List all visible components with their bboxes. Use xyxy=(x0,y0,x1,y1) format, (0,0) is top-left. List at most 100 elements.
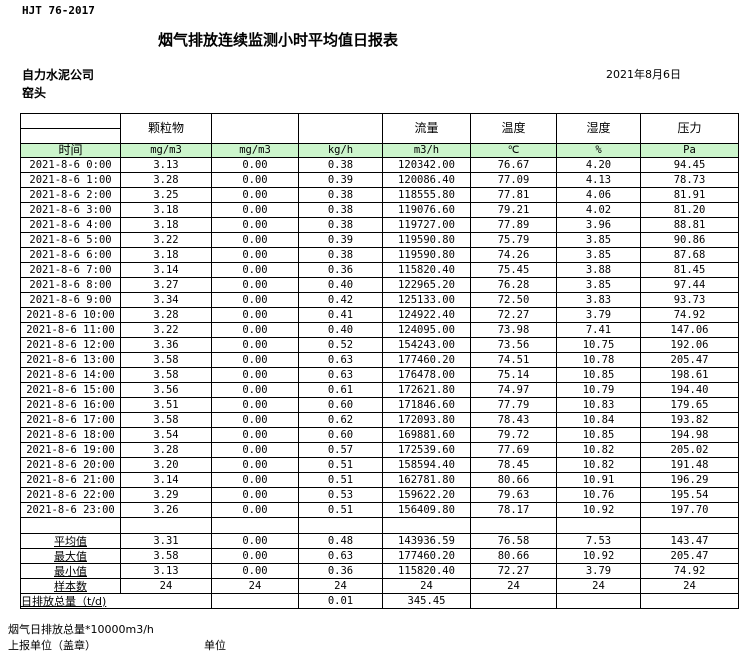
value-cell: 10.82 xyxy=(556,457,641,473)
value-cell: 0.38 xyxy=(298,187,383,203)
value-cell: 0.38 xyxy=(298,247,383,263)
empty-cell xyxy=(20,517,121,534)
table-row: 2021-8-6 3:00 3.18 0.00 0.38 119076.60 79.21 4… xyxy=(20,202,739,218)
table-row: 2021-8-6 6:00 3.18 0.00 0.38 119590.80 74.26 3… xyxy=(20,247,739,263)
unit-cell: m3/h xyxy=(382,143,471,158)
value-cell: 0.39 xyxy=(298,232,383,248)
value-cell: 3.36 xyxy=(120,337,212,353)
table-row: 2021-8-6 0:00 3.13 0.00 0.38 120342.00 76.67 4… xyxy=(20,157,739,173)
stat-value: 3.31 xyxy=(120,533,212,549)
value-cell: 0.00 xyxy=(211,337,299,353)
table-row: 2021-8-6 21:00 3.14 0.00 0.51 162781.80 80.66… xyxy=(20,472,739,488)
value-cell: 196.29 xyxy=(640,472,739,488)
value-cell: 3.58 xyxy=(120,412,212,428)
value-cell: 74.97 xyxy=(470,382,557,398)
unit-cell: ℃ xyxy=(470,143,557,158)
value-cell: 0.40 xyxy=(298,277,383,293)
value-cell: 0.41 xyxy=(298,307,383,323)
footer-note: 烟气日排放总量*10000m3/h xyxy=(8,623,154,636)
value-cell: 77.89 xyxy=(470,217,557,233)
value-cell: 0.00 xyxy=(211,427,299,443)
value-cell: 94.45 xyxy=(640,157,739,173)
value-cell: 78.43 xyxy=(470,412,557,428)
value-cell: 3.79 xyxy=(556,307,641,323)
stat-label: 平均值 xyxy=(20,533,121,549)
value-cell: 0.00 xyxy=(211,262,299,278)
value-cell: 3.29 xyxy=(120,487,212,503)
table-row: 2021-8-6 19:00 3.28 0.00 0.57 172539.60 77.69… xyxy=(20,442,739,458)
value-cell: 0.63 xyxy=(298,367,383,383)
stat-value: 24 xyxy=(382,578,471,594)
value-cell: 73.56 xyxy=(470,337,557,353)
stat-value: 177460.20 xyxy=(382,548,471,564)
table-row: 2021-8-6 12:00 3.36 0.00 0.52 154243.00 73.56… xyxy=(20,337,739,353)
value-cell: 4.02 xyxy=(556,202,641,218)
value-cell: 10.84 xyxy=(556,412,641,428)
time-cell: 2021-8-6 6:00 xyxy=(20,247,121,263)
value-cell: 193.82 xyxy=(640,412,739,428)
stat-value: 24 xyxy=(556,578,641,594)
value-cell: 125133.00 xyxy=(382,292,471,308)
value-cell: 0.00 xyxy=(211,442,299,458)
value-cell: 3.83 xyxy=(556,292,641,308)
value-cell: 81.45 xyxy=(640,262,739,278)
value-cell: 0.00 xyxy=(211,352,299,368)
unit-cell: mg/m3 xyxy=(211,143,299,158)
value-cell: 119590.80 xyxy=(382,247,471,263)
unit-cell: % xyxy=(556,143,641,158)
unit-cell: Pa xyxy=(640,143,739,158)
value-cell: 0.00 xyxy=(211,322,299,338)
stat-value: 115820.40 xyxy=(382,563,471,579)
value-cell: 78.45 xyxy=(470,457,557,473)
value-cell: 192.06 xyxy=(640,337,739,353)
total-mass: 0.01 xyxy=(298,593,383,609)
value-cell: 0.38 xyxy=(298,217,383,233)
empty-cell xyxy=(556,593,641,609)
stat-value: 0.63 xyxy=(298,548,383,564)
value-cell: 10.78 xyxy=(556,352,641,368)
units-row: 时间 mg/m3 mg/m3 kg/h m3/h ℃% Pa xyxy=(20,143,739,158)
stat-value: 24 xyxy=(298,578,383,594)
value-cell: 3.58 xyxy=(120,352,212,368)
value-cell: 79.21 xyxy=(470,202,557,218)
time-cell: 2021-8-6 8:00 xyxy=(20,277,121,293)
table-row: 2021-8-6 9:00 3.34 0.00 0.42 125133.00 72.50 3… xyxy=(20,292,739,308)
table-row: 2021-8-6 10:00 3.28 0.00 0.41 124922.40 72.27… xyxy=(20,307,739,323)
value-cell: 120086.40 xyxy=(382,172,471,188)
location-name: 窑头 xyxy=(22,86,47,100)
table-row: 2021-8-6 13:00 3.58 0.00 0.63 177460.20 74.51… xyxy=(20,352,739,368)
empty-cell xyxy=(382,517,471,534)
value-cell: 119076.60 xyxy=(382,202,471,218)
stat-value: 0.00 xyxy=(211,548,299,564)
value-cell: 77.81 xyxy=(470,187,557,203)
time-cell: 2021-8-6 14:00 xyxy=(20,367,121,383)
value-cell: 3.22 xyxy=(120,322,212,338)
value-cell: 74.51 xyxy=(470,352,557,368)
value-cell: 73.98 xyxy=(470,322,557,338)
value-cell: 3.22 xyxy=(120,232,212,248)
stat-row: 最大值 3.58 0.00 0.63 177460.20 80.66 10.92 205.47 xyxy=(20,548,739,564)
value-cell: 0.40 xyxy=(298,322,383,338)
value-cell: 77.09 xyxy=(470,172,557,188)
value-cell: 72.27 xyxy=(470,307,557,323)
value-cell: 177460.20 xyxy=(382,352,471,368)
empty-cell xyxy=(640,517,739,534)
value-cell: 78.73 xyxy=(640,172,739,188)
report-date: 2021年8月6日 xyxy=(606,68,681,81)
stat-value: 0.00 xyxy=(211,533,299,549)
empty-cell xyxy=(120,517,212,534)
value-cell: 159622.20 xyxy=(382,487,471,503)
value-cell: 172621.80 xyxy=(382,382,471,398)
value-cell: 0.00 xyxy=(211,292,299,308)
stat-value: 24 xyxy=(120,578,212,594)
value-cell: 191.48 xyxy=(640,457,739,473)
value-cell: 0.00 xyxy=(211,487,299,503)
time-cell: 2021-8-6 20:00 xyxy=(20,457,121,473)
value-cell: 3.96 xyxy=(556,217,641,233)
total-flow: 345.45 xyxy=(382,593,471,609)
value-cell: 0.57 xyxy=(298,442,383,458)
value-cell: 195.54 xyxy=(640,487,739,503)
time-cell: 2021-8-6 13:00 xyxy=(20,352,121,368)
value-cell: 118555.80 xyxy=(382,187,471,203)
value-cell: 169881.60 xyxy=(382,427,471,443)
